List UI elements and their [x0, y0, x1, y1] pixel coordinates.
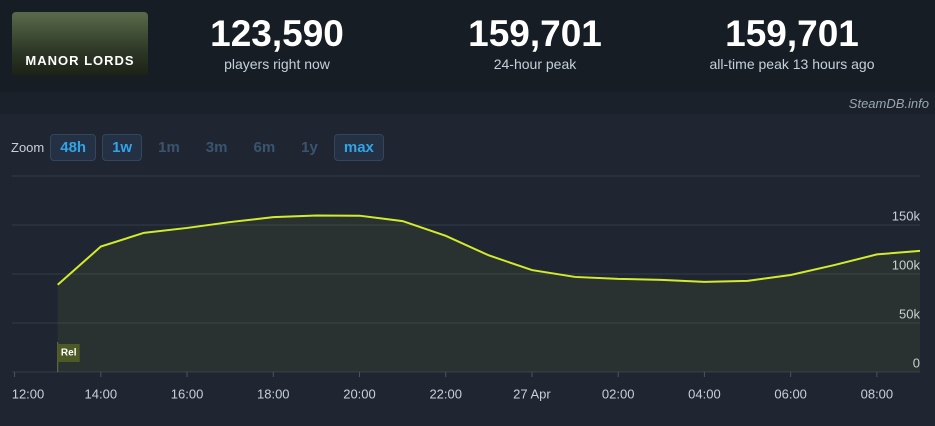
x-tick-label: 16:00: [171, 386, 204, 401]
stat-label: 24-hour peak: [493, 56, 577, 72]
stat-label: players right now: [224, 56, 330, 72]
x-tick-label: 02:00: [602, 386, 635, 401]
game-logo[interactable]: MANOR LORDS: [12, 12, 148, 76]
stat: 123,590 players right now: [157, 13, 397, 73]
x-tick-label: 18:00: [257, 386, 290, 401]
annotation-box: [57, 344, 80, 362]
line: [57, 214, 921, 286]
stat-value: 159,701: [468, 13, 602, 54]
source[interactable]: SteamDB.info: [848, 96, 929, 111]
header: MANOR LORDS 123,590 players right now 159…: [0, 0, 935, 92]
stat-label: all-time peak 13 hours ago: [709, 56, 875, 72]
area: [57, 215, 921, 372]
y-tick-label: 100k: [892, 257, 921, 272]
zoom-button[interactable]: 48h: [50, 134, 97, 161]
x-tick-label: 20:00: [343, 386, 376, 401]
zoom-button[interactable]: max: [333, 134, 384, 161]
zoom-button: 1m: [158, 139, 180, 156]
annotation-label: Rel: [61, 348, 77, 359]
strip: [0, 92, 935, 114]
stat-value: 123,590: [210, 13, 344, 54]
x-tick-label: 08:00: [861, 386, 894, 401]
x-tick-label: 04:00: [688, 386, 721, 401]
x-tick-label: 14:00: [85, 386, 118, 401]
zoom-button: 6m: [253, 139, 276, 156]
x-tick-label: 12:00: [12, 386, 45, 401]
x-tick-label: 27 Apr: [513, 386, 551, 401]
y-tick-label: 50k: [899, 306, 920, 321]
zoom-bar: Zoom 48h 1w 1m 3m 6m 1y max: [11, 134, 384, 161]
zoom-label: Zoom: [11, 140, 45, 155]
x-tick-label: 22:00: [429, 386, 462, 401]
y-tick-label: 0: [913, 355, 920, 370]
zoom-button[interactable]: 1w: [102, 134, 143, 161]
zoom-button: 1y: [301, 139, 318, 156]
stat-value: 159,701: [725, 13, 859, 54]
y-tick-label: 150k: [892, 208, 921, 223]
zoom-button: 3m: [205, 139, 228, 156]
stat: 159,701 24-hour peak: [415, 13, 655, 73]
chart: 0 50k 100k 150k 12:00 14:00 16:00 18:00 20:00 22:…: [12, 175, 921, 401]
game-name: MANOR LORDS: [25, 53, 135, 68]
x-tick-label: 06:00: [774, 386, 807, 401]
stat: 159,701 all-time peak 13 hours ago: [672, 13, 912, 73]
